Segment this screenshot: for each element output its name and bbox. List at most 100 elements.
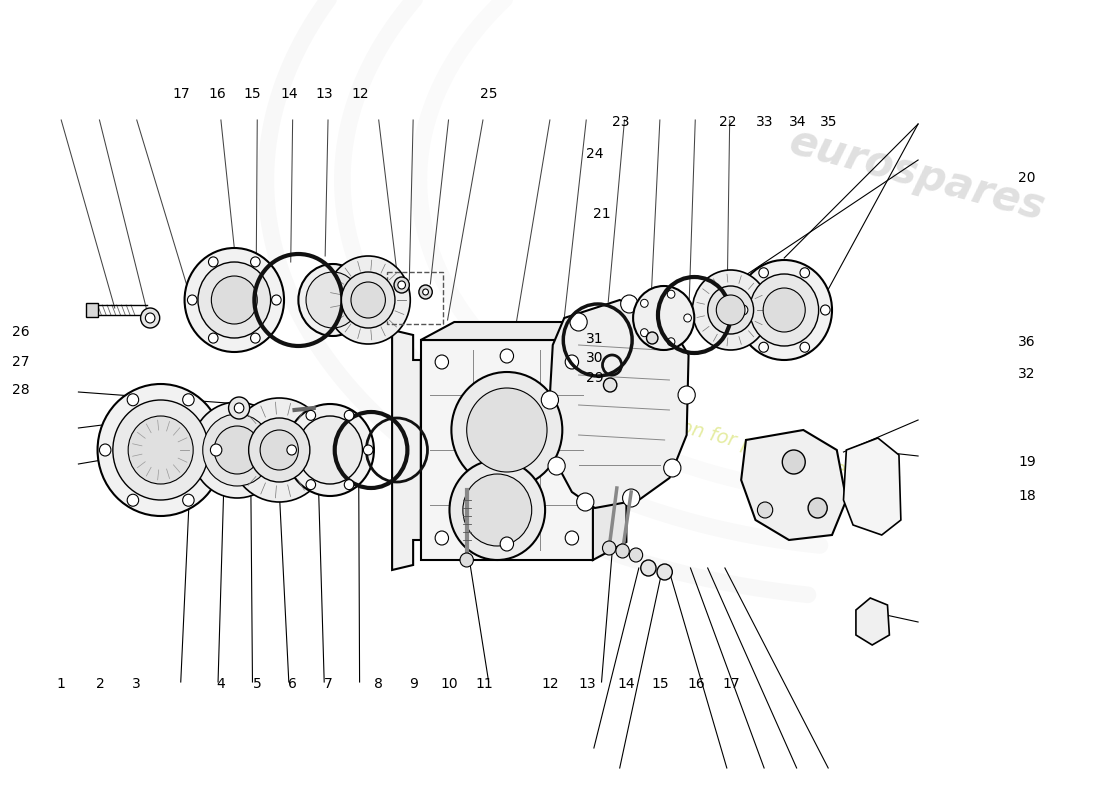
- Text: 9: 9: [409, 677, 418, 691]
- Ellipse shape: [229, 397, 250, 419]
- Ellipse shape: [251, 257, 260, 267]
- Text: 16: 16: [688, 677, 705, 691]
- Ellipse shape: [663, 459, 681, 477]
- Ellipse shape: [249, 418, 310, 482]
- Ellipse shape: [500, 537, 514, 551]
- Polygon shape: [421, 340, 593, 560]
- Ellipse shape: [759, 342, 769, 352]
- Ellipse shape: [667, 321, 684, 339]
- Polygon shape: [86, 303, 98, 317]
- Text: 35: 35: [821, 114, 838, 129]
- Ellipse shape: [436, 355, 449, 369]
- Ellipse shape: [113, 400, 209, 500]
- Text: a passion for parts since 1985: a passion for parts since 1985: [612, 399, 901, 494]
- Polygon shape: [392, 330, 421, 570]
- Text: 8: 8: [374, 677, 383, 691]
- Text: 15: 15: [652, 677, 670, 691]
- Polygon shape: [550, 300, 689, 508]
- Ellipse shape: [684, 314, 692, 322]
- Ellipse shape: [500, 349, 514, 363]
- Ellipse shape: [668, 338, 675, 346]
- Text: 4: 4: [217, 677, 226, 691]
- Ellipse shape: [145, 313, 155, 323]
- Ellipse shape: [202, 414, 272, 486]
- Text: 25: 25: [481, 87, 498, 102]
- Ellipse shape: [763, 288, 805, 332]
- Text: 28: 28: [12, 383, 30, 398]
- Ellipse shape: [620, 295, 638, 313]
- Ellipse shape: [565, 355, 579, 369]
- Ellipse shape: [128, 494, 139, 506]
- Text: 23: 23: [612, 114, 629, 129]
- Text: 13: 13: [579, 677, 596, 691]
- Text: 22: 22: [719, 114, 737, 129]
- Ellipse shape: [198, 262, 271, 338]
- Ellipse shape: [451, 372, 562, 488]
- Ellipse shape: [623, 489, 640, 507]
- Ellipse shape: [234, 403, 244, 413]
- Ellipse shape: [191, 402, 283, 498]
- Ellipse shape: [210, 444, 222, 456]
- Text: 3: 3: [132, 677, 141, 691]
- Text: 15: 15: [244, 87, 262, 102]
- Ellipse shape: [298, 264, 367, 336]
- Ellipse shape: [272, 295, 282, 305]
- Ellipse shape: [450, 460, 546, 560]
- Ellipse shape: [306, 480, 316, 490]
- Ellipse shape: [629, 548, 642, 562]
- Text: 29: 29: [586, 370, 604, 385]
- Ellipse shape: [128, 394, 139, 406]
- Ellipse shape: [306, 410, 316, 420]
- Ellipse shape: [738, 305, 748, 315]
- Ellipse shape: [800, 268, 810, 278]
- Ellipse shape: [657, 564, 672, 580]
- Ellipse shape: [640, 299, 648, 307]
- Ellipse shape: [736, 260, 832, 360]
- Text: 33: 33: [756, 114, 773, 129]
- Ellipse shape: [287, 445, 297, 455]
- Ellipse shape: [260, 430, 298, 470]
- Ellipse shape: [422, 289, 428, 295]
- Text: 17: 17: [723, 677, 740, 691]
- Text: eurospares: eurospares: [784, 120, 1049, 229]
- Ellipse shape: [603, 541, 616, 555]
- Ellipse shape: [758, 502, 772, 518]
- Ellipse shape: [463, 474, 531, 546]
- Bar: [387, 272, 443, 324]
- Text: 24: 24: [585, 146, 603, 161]
- Ellipse shape: [230, 398, 329, 502]
- Ellipse shape: [98, 384, 223, 516]
- Ellipse shape: [183, 394, 194, 406]
- Text: 16: 16: [209, 87, 227, 102]
- Ellipse shape: [214, 426, 260, 474]
- Text: 21: 21: [593, 207, 611, 222]
- Ellipse shape: [808, 498, 827, 518]
- Ellipse shape: [576, 493, 594, 511]
- Text: 19: 19: [1019, 455, 1036, 470]
- Text: 31: 31: [586, 332, 604, 346]
- Ellipse shape: [604, 378, 617, 392]
- Ellipse shape: [692, 270, 769, 350]
- Ellipse shape: [436, 531, 449, 545]
- Polygon shape: [421, 322, 626, 340]
- Ellipse shape: [716, 295, 745, 325]
- Ellipse shape: [419, 285, 432, 299]
- Ellipse shape: [128, 416, 194, 484]
- Text: 14: 14: [280, 87, 298, 102]
- Ellipse shape: [759, 268, 769, 278]
- Polygon shape: [593, 322, 626, 560]
- Text: 27: 27: [12, 354, 30, 369]
- Ellipse shape: [141, 308, 160, 328]
- Text: 13: 13: [316, 87, 333, 102]
- Text: 26: 26: [12, 325, 30, 339]
- Ellipse shape: [351, 282, 385, 318]
- Ellipse shape: [209, 333, 218, 343]
- Text: 17: 17: [172, 87, 190, 102]
- Ellipse shape: [209, 257, 218, 267]
- Ellipse shape: [183, 494, 194, 506]
- Ellipse shape: [750, 274, 818, 346]
- Text: 11: 11: [475, 677, 493, 691]
- Ellipse shape: [187, 295, 197, 305]
- Text: 1: 1: [56, 677, 66, 691]
- Ellipse shape: [398, 281, 406, 289]
